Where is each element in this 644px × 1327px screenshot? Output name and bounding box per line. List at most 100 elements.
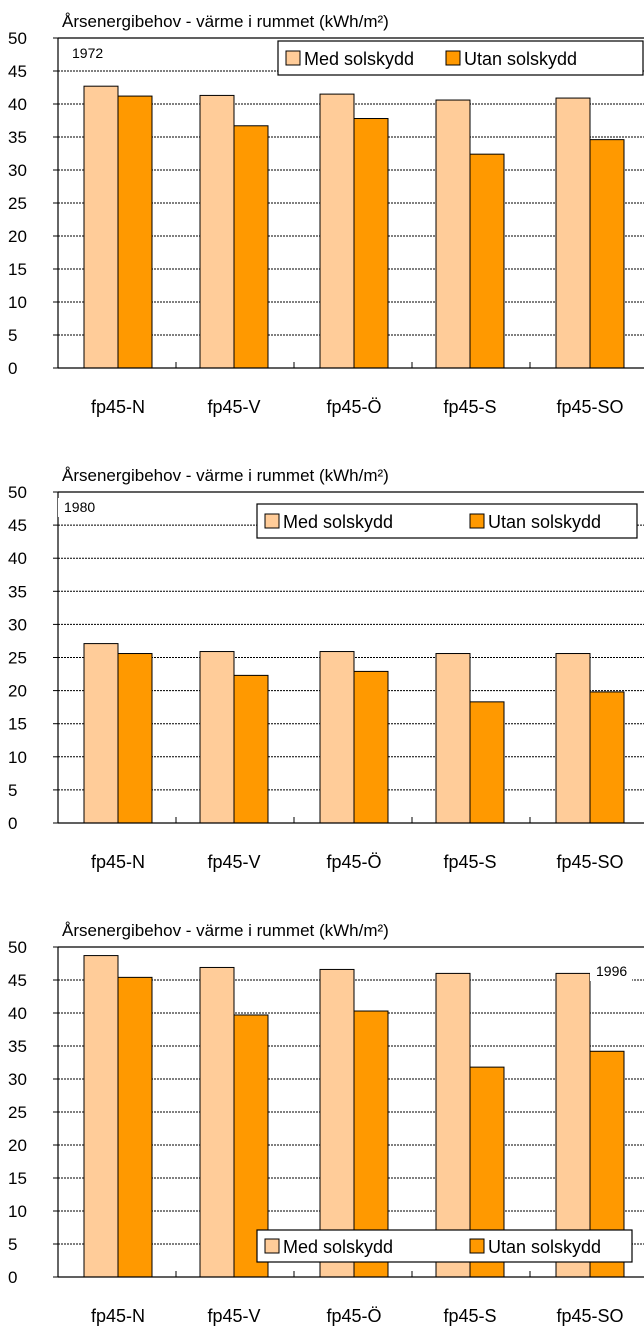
y-tick-label: 35 [8,1037,27,1056]
y-tick-label: 10 [8,293,27,312]
y-tick-label: 15 [8,1169,27,1188]
year-label-bg [590,962,632,981]
bar-med-solskydd [555,97,591,369]
x-tick-label: fp45-Ö [326,852,381,872]
y-tick-label: 50 [8,483,27,502]
legend-label: Utan solskydd [488,512,601,532]
y-tick-label: 30 [8,615,27,634]
year-label: 1980 [64,499,95,515]
year-label: 1996 [596,963,627,979]
x-tick-label: fp45-Ö [326,1306,381,1326]
bar-utan-solskydd [233,125,269,369]
legend: Med solskydd Utan solskydd [256,503,638,539]
y-tick-label: 15 [8,260,27,279]
y-tick-label: 45 [8,62,27,81]
bar-utan-solskydd [589,139,625,369]
y-tick-label: 20 [8,227,27,246]
y-tick-label: 20 [8,682,27,701]
y-tick-label: 25 [8,649,27,668]
bar-med-solskydd [199,966,235,1278]
bar-utan-solskydd [589,691,625,824]
x-tick-label: fp45-Ö [326,397,381,417]
year-label: 1972 [72,45,103,61]
y-tick-label: 50 [8,938,27,957]
bar-utan-solskydd [233,674,269,824]
y-tick-label: 0 [8,359,17,378]
legend-swatch [285,50,301,66]
bar-med-solskydd [555,972,591,1278]
y-tick-label: 0 [8,814,17,833]
chart-title: Årsenergibehov - värme i rummet (kWh/m²) [62,12,389,31]
legend-swatch [264,513,280,529]
bar-utan-solskydd [469,701,505,824]
bar-med-solskydd [199,651,235,824]
y-tick-label: 50 [8,29,27,48]
legend-box [256,503,638,539]
bar-med-solskydd [83,643,119,824]
x-tick-label: fp45-N [91,852,145,872]
y-tick-label: 35 [8,582,27,601]
y-tick-label: 25 [8,194,27,213]
y-tick-label: 5 [8,1235,17,1254]
bar-utan-solskydd [117,976,153,1278]
bar-utan-solskydd [117,653,153,824]
y-tick-label: 30 [8,1070,27,1089]
chart-panel-1996: Årsenergibehov - värme i rummet (kWh/m²)… [8,921,644,1326]
y-tick-label: 10 [8,748,27,767]
chart-panel-1972: Årsenergibehov - värme i rummet (kWh/m²)… [8,12,644,417]
legend-label: Utan solskydd [464,49,577,69]
bar-med-solskydd [83,955,119,1278]
x-tick-label: fp45-N [91,397,145,417]
chart-title: Årsenergibehov - värme i rummet (kWh/m²) [62,921,389,940]
y-tick-label: 40 [8,95,27,114]
y-tick-label: 25 [8,1103,27,1122]
bar-utan-solskydd [117,95,153,369]
y-tick-label: 5 [8,781,17,800]
x-tick-label: fp45-N [91,1306,145,1326]
x-tick-label: fp45-SO [556,852,623,872]
legend: Med solskydd Utan solskydd [256,1229,633,1263]
y-tick-label: 35 [8,128,27,147]
bar-utan-solskydd [469,153,505,369]
legend-box [256,1229,633,1263]
x-tick-label: fp45-V [207,852,260,872]
x-tick-label: fp45-SO [556,397,623,417]
bar-med-solskydd [319,651,355,824]
bar-med-solskydd [435,99,471,369]
x-tick-label: fp45-SO [556,1306,623,1326]
x-tick-label: fp45-V [207,1306,260,1326]
year-label-bg [66,44,108,63]
bar-med-solskydd [555,653,591,824]
bar-utan-solskydd [353,118,389,369]
x-tick-label: fp45-V [207,397,260,417]
legend-label: Utan solskydd [488,1237,601,1257]
legend-label: Med solskydd [304,49,414,69]
y-tick-label: 45 [8,971,27,990]
y-tick-label: 10 [8,1202,27,1221]
legend-label: Med solskydd [283,512,393,532]
chart-title: Årsenergibehov - värme i rummet (kWh/m²) [62,466,389,485]
y-tick-label: 40 [8,549,27,568]
y-tick-label: 15 [8,715,27,734]
y-tick-label: 45 [8,516,27,535]
x-tick-label: fp45-S [443,852,496,872]
bar-utan-solskydd [353,670,389,824]
y-tick-label: 0 [8,1268,17,1287]
bar-med-solskydd [199,94,235,369]
bar-med-solskydd [83,85,119,369]
chart-panel-1980: Årsenergibehov - värme i rummet (kWh/m²)… [8,466,644,872]
legend-swatch [264,1238,280,1254]
year-label-bg [58,498,100,517]
y-tick-label: 40 [8,1004,27,1023]
y-tick-label: 30 [8,161,27,180]
y-tick-label: 5 [8,326,17,345]
legend-label: Med solskydd [283,1237,393,1257]
x-tick-label: fp45-S [443,1306,496,1326]
y-tick-label: 20 [8,1136,27,1155]
bar-med-solskydd [435,653,471,824]
legend-swatch [469,1238,485,1254]
x-tick-label: fp45-S [443,397,496,417]
legend: Med solskydd Utan solskydd [277,40,644,76]
legend-swatch [445,50,461,66]
